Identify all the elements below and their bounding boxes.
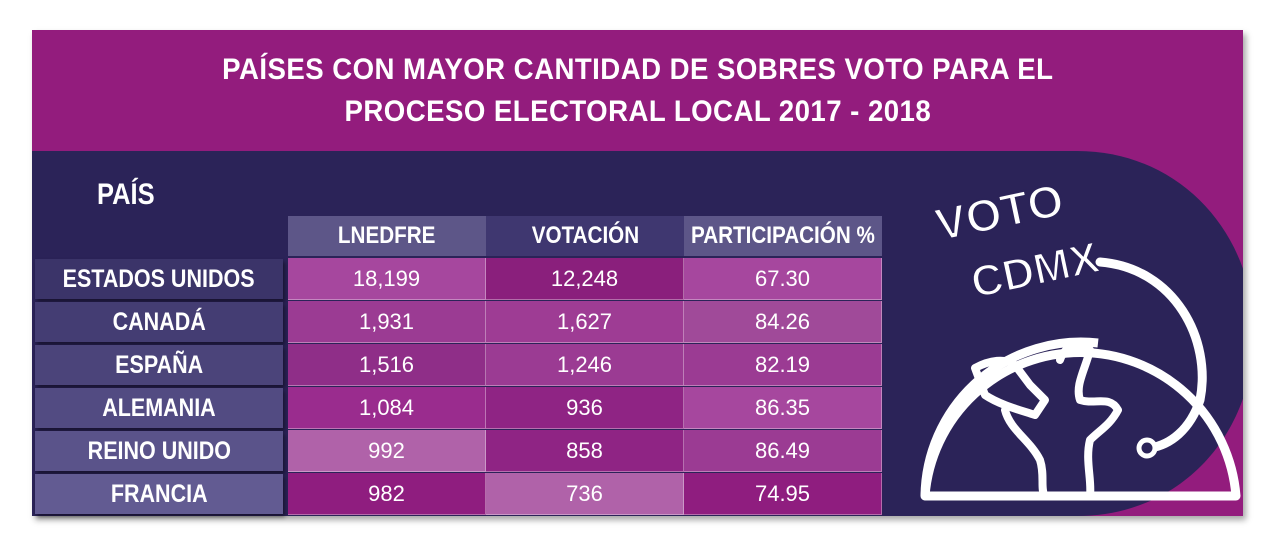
column-header: LNEDFRE	[288, 216, 486, 256]
pais-header: PAÍS	[97, 178, 155, 211]
country-name: FRANCIA	[110, 479, 208, 508]
row-country-label: REINO UNIDO	[35, 431, 283, 471]
title-line-2: PROCESO ELECTORAL LOCAL 2017 - 2018	[344, 94, 931, 128]
country-name: ALEMANIA	[102, 393, 216, 422]
country-name: ESPAÑA	[114, 350, 204, 379]
row-country-label: ALEMANIA	[35, 388, 283, 428]
globe-ballot-icon	[920, 257, 1241, 501]
table-cell: 1,627	[486, 301, 684, 343]
table-cell: 1,246	[486, 344, 684, 386]
column-header-label: PARTICIPACIÓN %	[691, 222, 875, 249]
title-line-1: PAÍSES CON MAYOR CANTIDAD DE SOBRES VOTO…	[221, 52, 1054, 86]
table-cell: 86.49	[684, 430, 882, 472]
logo-word-voto: VOTO	[931, 173, 1068, 251]
table-cell: 736	[486, 473, 684, 515]
column-header-label: VOTACIÓN	[531, 222, 639, 249]
table-cell: 1,084	[288, 387, 486, 429]
table-cell: 992	[288, 430, 486, 472]
title-banner: PAÍSES CON MAYOR CANTIDAD DE SOBRES VOTO…	[32, 30, 1243, 151]
table-cell: 858	[486, 430, 684, 472]
country-name: REINO UNIDO	[87, 436, 231, 465]
table-cell: 12,248	[486, 258, 684, 300]
table-cell: 86.35	[684, 387, 882, 429]
row-country-label: FRANCIA	[35, 474, 283, 514]
column-header-label: LNEDFRE	[338, 222, 436, 249]
table-cell: 1,931	[288, 301, 486, 343]
column-header: VOTACIÓN	[486, 216, 684, 256]
table-cell: 74.95	[684, 473, 882, 515]
row-country-label: CANADÁ	[35, 302, 283, 342]
table-cell: 18,199	[288, 258, 486, 300]
logo-word-cdmx: CDMX	[967, 233, 1104, 308]
row-country-label: ESPAÑA	[35, 345, 283, 385]
country-name: ESTADOS UNIDOS	[63, 264, 255, 293]
row-country-label: ESTADOS UNIDOS	[35, 259, 283, 299]
table-cell: 82.19	[684, 344, 882, 386]
table-cell: 936	[486, 387, 684, 429]
country-name: CANADÁ	[112, 307, 206, 336]
table-cell: 67.30	[684, 258, 882, 300]
table-cell: 84.26	[684, 301, 882, 343]
column-header: PARTICIPACIÓN %	[684, 216, 882, 256]
table-cell: 982	[288, 473, 486, 515]
table-cell: 1,516	[288, 344, 486, 386]
